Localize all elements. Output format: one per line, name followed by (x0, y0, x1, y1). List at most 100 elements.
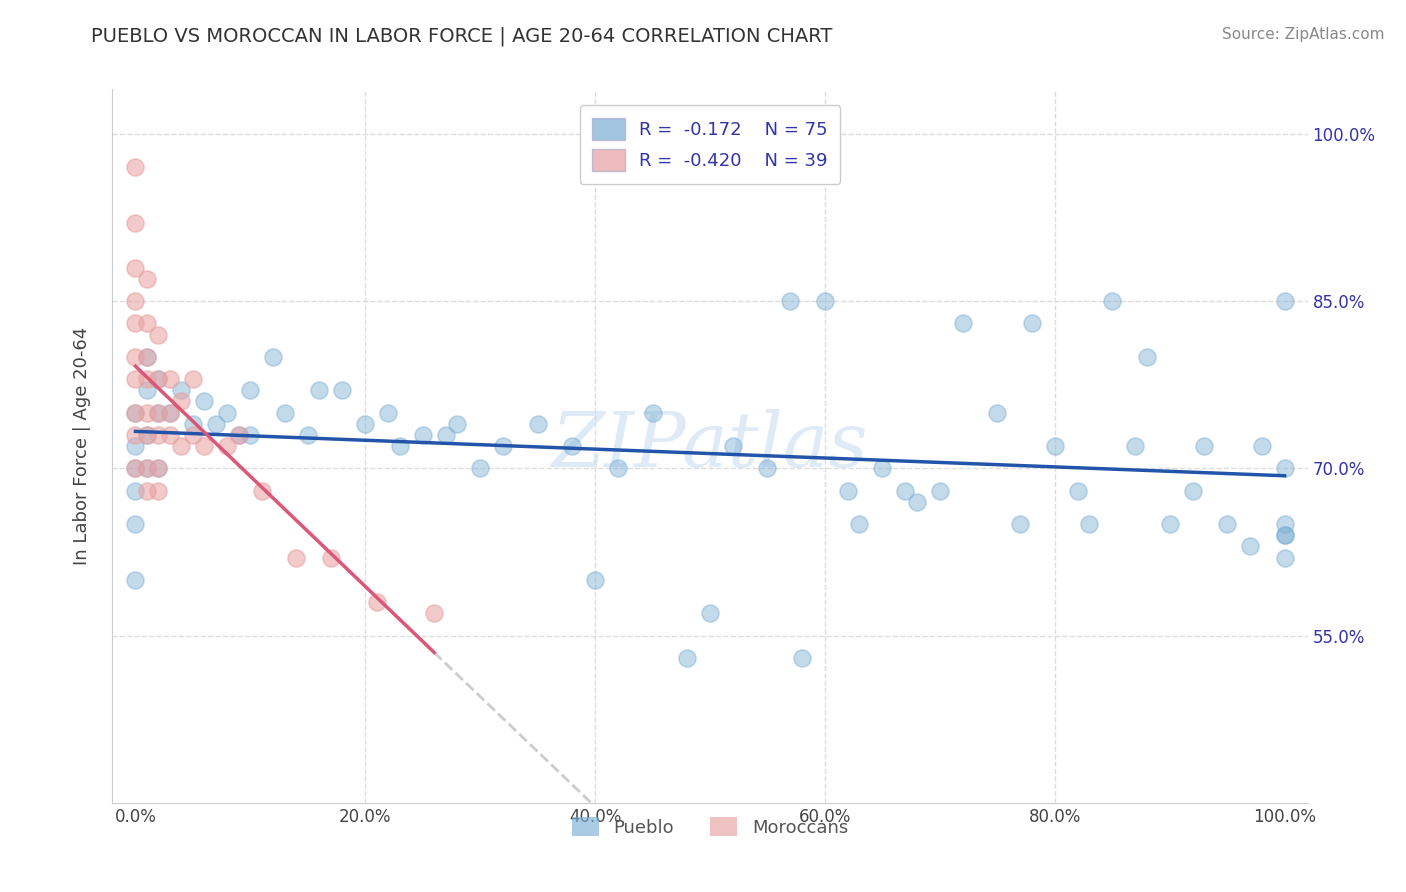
Point (148, 461, 170, 475)
Point (136, 316, 159, 330)
Point (872, 461, 894, 475)
Point (170, 384, 193, 398)
Point (1274, 550, 1296, 565)
Point (136, 461, 159, 475)
Point (136, 405, 159, 419)
Point (124, 573, 146, 587)
Point (193, 394, 215, 409)
Point (124, 427, 146, 442)
Point (607, 461, 630, 475)
Point (124, 405, 146, 419)
Point (848, 516, 870, 531)
Point (217, 405, 239, 419)
Point (181, 427, 204, 442)
Point (952, 316, 974, 330)
Point (136, 427, 159, 442)
Point (136, 461, 159, 475)
Point (1250, 439, 1272, 453)
Point (641, 405, 664, 419)
Point (423, 607, 446, 621)
Point (928, 483, 950, 498)
Point (330, 384, 353, 398)
Point (319, 550, 342, 565)
Point (790, 651, 813, 665)
Point (148, 327, 170, 342)
Point (148, 372, 170, 386)
Point (1181, 483, 1204, 498)
Point (905, 494, 928, 508)
Point (986, 405, 1008, 419)
Point (170, 439, 193, 453)
Point (124, 216, 146, 230)
Point (837, 483, 859, 498)
Point (148, 427, 170, 442)
Point (124, 516, 146, 531)
Point (181, 372, 204, 386)
Point (217, 439, 239, 453)
Point (583, 573, 606, 587)
Point (1067, 483, 1090, 498)
Point (239, 427, 262, 442)
Point (170, 394, 193, 409)
Point (124, 372, 146, 386)
Point (779, 293, 801, 308)
Point (148, 405, 170, 419)
Point (159, 372, 181, 386)
Legend: Pueblo, Moroccans: Pueblo, Moroccans (565, 810, 855, 844)
Point (1274, 528, 1296, 542)
Point (561, 439, 583, 453)
Point (1192, 439, 1215, 453)
Point (136, 350, 159, 364)
Point (124, 405, 146, 419)
Point (526, 417, 548, 431)
Point (205, 417, 228, 431)
Point (136, 372, 159, 386)
Point (1021, 316, 1043, 330)
Point (434, 427, 457, 442)
Point (136, 350, 159, 364)
Point (699, 607, 721, 621)
Point (1078, 516, 1101, 531)
Point (136, 427, 159, 442)
Point (159, 427, 181, 442)
Point (124, 316, 146, 330)
Point (1159, 516, 1181, 531)
Point (262, 350, 284, 364)
Point (377, 405, 399, 419)
Point (228, 427, 250, 442)
Point (228, 427, 250, 442)
Point (1101, 293, 1123, 308)
Point (756, 461, 779, 475)
Point (124, 260, 146, 275)
Point (159, 405, 181, 419)
Text: Source: ZipAtlas.com: Source: ZipAtlas.com (1222, 27, 1385, 42)
Point (136, 271, 159, 285)
Point (1274, 528, 1296, 542)
Point (250, 483, 273, 498)
Point (285, 550, 308, 565)
Point (124, 483, 146, 498)
Point (124, 461, 146, 475)
Point (1123, 439, 1146, 453)
Y-axis label: In Labor Force | Age 20-64: In Labor Force | Age 20-64 (73, 326, 91, 566)
Point (136, 483, 159, 498)
Point (148, 483, 170, 498)
Point (124, 350, 146, 364)
Point (159, 405, 181, 419)
Point (1274, 516, 1296, 531)
Point (388, 439, 411, 453)
Point (721, 439, 744, 453)
Point (148, 461, 170, 475)
Point (124, 439, 146, 453)
Point (366, 595, 388, 609)
Point (492, 439, 515, 453)
Point (894, 483, 917, 498)
Text: PUEBLO VS MOROCCAN IN LABOR FORCE | AGE 20-64 CORRELATION CHART: PUEBLO VS MOROCCAN IN LABOR FORCE | AGE … (91, 27, 832, 46)
Point (446, 417, 468, 431)
Point (814, 293, 837, 308)
Point (1216, 516, 1239, 531)
Point (308, 384, 330, 398)
Point (1274, 293, 1296, 308)
Point (676, 651, 699, 665)
Point (412, 427, 434, 442)
